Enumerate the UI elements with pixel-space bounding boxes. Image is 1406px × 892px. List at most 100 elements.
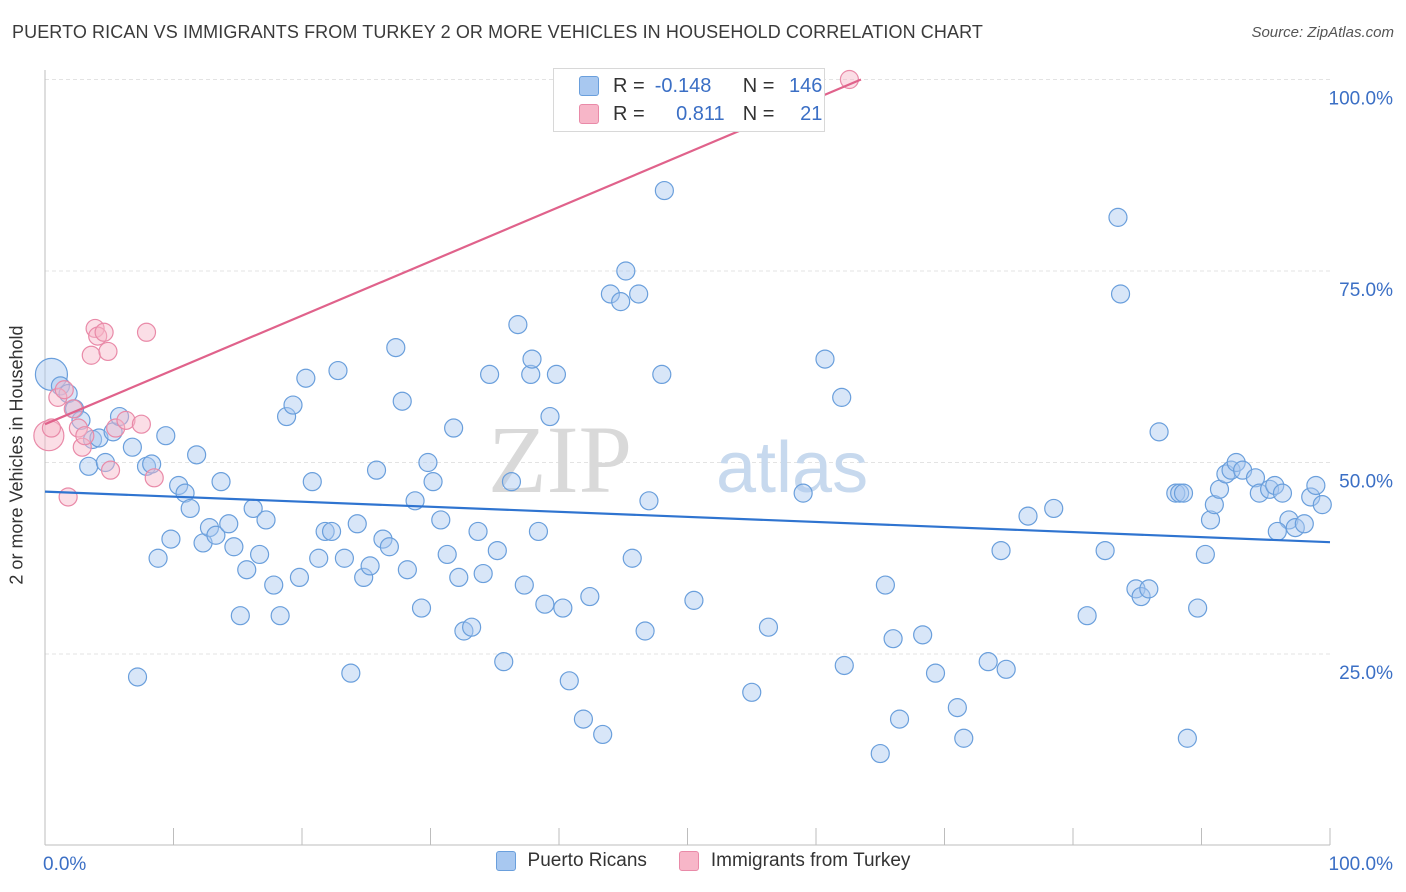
- legend-r-value: -0.148: [654, 74, 712, 97]
- data-point: [224, 537, 244, 557]
- data-point: [834, 655, 854, 676]
- data-point: [870, 743, 890, 764]
- data-point: [418, 452, 438, 473]
- data-point: [1260, 479, 1280, 499]
- data-point: [1245, 468, 1266, 488]
- data-point: [276, 406, 297, 427]
- legend-r-value: 0.811: [676, 102, 725, 125]
- data-point: [219, 514, 239, 534]
- data-point: [397, 560, 417, 580]
- data-point: [156, 426, 176, 446]
- data-point: [468, 521, 488, 542]
- data-point: [50, 376, 71, 396]
- legend-r-label: R =: [613, 102, 645, 125]
- data-point: [366, 460, 387, 480]
- data-point: [473, 563, 493, 584]
- data-point: [758, 617, 779, 637]
- data-point: [89, 428, 109, 448]
- data-point: [72, 437, 92, 457]
- data-point: [1077, 606, 1097, 626]
- x-tick-label: 100.0%: [1329, 854, 1394, 875]
- y-tick-label: 100.0%: [1329, 89, 1394, 110]
- data-point: [1279, 510, 1299, 530]
- y-tick-label: 75.0%: [1339, 280, 1393, 301]
- data-point: [309, 548, 329, 568]
- data-point: [122, 437, 142, 457]
- watermark: ZIP atlas: [488, 406, 868, 513]
- data-point: [33, 420, 65, 452]
- data-point: [392, 391, 412, 411]
- data-point: [411, 598, 432, 618]
- data-point: [462, 617, 482, 637]
- data-point: [431, 510, 451, 530]
- data-point: [875, 575, 895, 595]
- data-point: [199, 518, 220, 538]
- data-point: [528, 521, 549, 542]
- data-point: [341, 663, 361, 683]
- data-point: [1018, 506, 1038, 526]
- data-point: [1226, 452, 1246, 473]
- data-point: [991, 540, 1011, 561]
- data-point: [553, 598, 573, 618]
- data-point: [684, 590, 704, 610]
- data-point: [71, 410, 91, 430]
- data-point: [521, 364, 541, 385]
- data-point: [379, 537, 399, 557]
- data-point: [1249, 483, 1269, 503]
- trend-line-immigrants-from-turkey: [44, 78, 862, 426]
- legend-swatch-pink: [678, 851, 699, 871]
- data-point: [131, 414, 151, 434]
- data-point: [79, 456, 99, 476]
- data-point: [1110, 284, 1131, 304]
- data-point: [996, 659, 1016, 679]
- data-point: [535, 594, 555, 614]
- legend-r-label: R =: [613, 74, 645, 97]
- data-point: [48, 387, 68, 407]
- data-point: [889, 709, 910, 729]
- data-point: [815, 349, 835, 369]
- data-point: [180, 498, 200, 519]
- data-point: [1177, 728, 1197, 748]
- data-point: [622, 548, 642, 568]
- trend-line-puerto-ricans: [44, 490, 1331, 544]
- axes: [44, 70, 1331, 846]
- data-point: [1272, 483, 1293, 503]
- data-point: [148, 548, 168, 568]
- legend-item-puerto-ricans: Puerto Ricans: [495, 850, 647, 872]
- data-point: [654, 180, 674, 201]
- data-point: [954, 728, 974, 748]
- data-point: [573, 709, 594, 729]
- data-point: [1108, 207, 1128, 227]
- data-point: [1173, 483, 1194, 503]
- data-point: [600, 284, 621, 304]
- chart-title: PUERTO RICAN VS IMMIGRANTS FROM TURKEY 2…: [12, 22, 983, 42]
- data-point: [1265, 475, 1285, 496]
- data-point: [54, 380, 74, 400]
- data-point: [58, 487, 78, 507]
- data-point: [652, 364, 672, 385]
- watermark-zip: ZIP: [488, 406, 632, 513]
- data-point: [925, 663, 946, 683]
- data-point: [206, 525, 226, 545]
- data-point: [1139, 579, 1159, 599]
- y-tick-label: 25.0%: [1339, 663, 1393, 684]
- data-point: [249, 544, 270, 565]
- legend-n-label: N =: [742, 74, 775, 97]
- data-point: [793, 483, 813, 503]
- data-point: [611, 292, 631, 312]
- data-point: [328, 360, 348, 381]
- legend-n-value: 146: [789, 74, 823, 97]
- data-point: [1149, 422, 1169, 442]
- data-point: [1188, 598, 1208, 618]
- data-point: [211, 472, 231, 492]
- data-point: [354, 567, 374, 588]
- legend-n-value: 21: [800, 102, 823, 125]
- legend-row-puerto-ricans: R = -0.148 N = 146: [554, 73, 822, 99]
- data-point: [423, 472, 443, 492]
- data-point: [289, 567, 310, 588]
- data-point: [635, 621, 655, 641]
- legend-n-label: N =: [742, 102, 775, 125]
- data-point: [68, 418, 89, 438]
- legend-swatch-blue: [495, 851, 516, 871]
